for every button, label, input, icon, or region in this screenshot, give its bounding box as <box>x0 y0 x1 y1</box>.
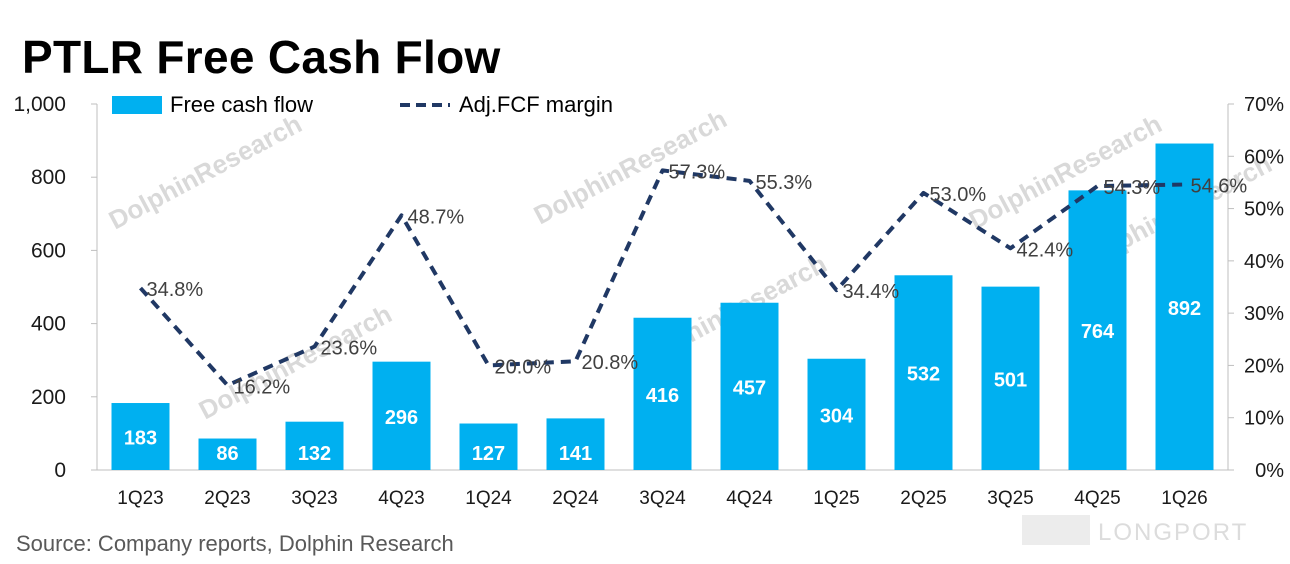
right-tick-label: 20% <box>1244 355 1284 377</box>
legend-bar-swatch <box>112 96 162 114</box>
bar-value-label: 892 <box>1168 298 1201 320</box>
margin-line <box>139 168 1185 388</box>
right-tick-label: 70% <box>1244 94 1284 116</box>
category-label: 1Q24 <box>465 488 512 509</box>
bar-value-label: 416 <box>646 385 679 407</box>
category-label: 2Q25 <box>900 488 946 509</box>
margin-value-label: 54.6% <box>1191 176 1248 198</box>
left-tick-label: 200 <box>31 386 66 409</box>
margin-value-label: 53.0% <box>930 184 987 206</box>
fcf-bar <box>720 302 779 470</box>
bar-value-label: 304 <box>820 405 854 427</box>
margin-value-label: 34.4% <box>843 281 900 303</box>
bar-value-label: 141 <box>559 443 592 465</box>
bar-value-label: 132 <box>298 443 331 465</box>
right-tick-label: 40% <box>1244 251 1284 273</box>
left-tick-label: 800 <box>31 166 66 189</box>
margin-value-label: 42.4% <box>1017 239 1074 261</box>
fcf-bar <box>807 358 866 470</box>
watermark-text: DolphinResearch <box>194 298 397 425</box>
fcf-bar <box>1155 143 1214 470</box>
category-label: 1Q23 <box>117 488 163 509</box>
right-tick-label: 10% <box>1244 408 1284 430</box>
category-label: 3Q24 <box>639 488 686 509</box>
watermark-text: DolphinResearch <box>104 108 307 235</box>
margin-value-label: 57.3% <box>669 161 726 183</box>
margin-value-label: 34.8% <box>147 279 204 301</box>
bar-value-label: 532 <box>907 364 940 386</box>
category-label: 2Q24 <box>552 488 599 509</box>
fcf-bar <box>1068 190 1127 470</box>
left-tick-label: 0 <box>54 459 66 482</box>
bar-value-label: 86 <box>216 443 238 465</box>
right-tick-label: 60% <box>1244 146 1284 168</box>
fcf-bar <box>633 317 692 470</box>
category-label: 3Q25 <box>987 488 1033 509</box>
category-label: 4Q24 <box>726 488 773 509</box>
margin-value-label: 54.3% <box>1104 177 1161 199</box>
fcf-bar <box>111 403 170 470</box>
bar-value-label: 296 <box>385 407 418 429</box>
legend: Free cash flow Adj.FCF margin <box>112 92 613 117</box>
category-label: 2Q23 <box>204 488 250 509</box>
fcf-bar <box>372 361 431 470</box>
source-note: Source: Company reports, Dolphin Researc… <box>16 531 454 556</box>
margin-value-label: 55.3% <box>756 172 813 194</box>
left-tick-label: 1,000 <box>13 93 66 116</box>
chart-title: PTLR Free Cash Flow <box>22 31 501 83</box>
bar-series: 183 86 132 296 127 141 416 457 304 532 501 764 892 <box>111 143 1214 470</box>
fcf-bar <box>894 275 953 470</box>
right-tick-label: 0% <box>1255 460 1284 482</box>
fcf-bar <box>198 438 257 470</box>
fcf-bar <box>285 421 344 470</box>
fcf-bar <box>981 286 1040 470</box>
fcf-bar <box>459 423 518 470</box>
left-tick-label: 400 <box>31 313 66 336</box>
left-tick-label: 600 <box>31 239 66 262</box>
legend-bar-label: Free cash flow <box>170 92 313 117</box>
margin-value-label: 20.0% <box>495 356 552 378</box>
margin-value-label: 20.8% <box>582 352 639 374</box>
longport-logo-mark <box>1022 515 1090 545</box>
right-tick-label: 30% <box>1244 303 1284 325</box>
right-tick-label: 50% <box>1244 199 1284 221</box>
line-series: 34.8% 16.2% 23.6% 48.7% 20.0% 20.8% 57.3% 55.3%… <box>139 161 1248 398</box>
bar-value-label: 501 <box>994 369 1027 391</box>
category-label: 1Q26 <box>1161 488 1207 509</box>
bar-value-label: 183 <box>124 428 157 450</box>
category-label: 1Q25 <box>813 488 859 509</box>
bar-value-label: 127 <box>472 443 505 465</box>
bar-value-label: 457 <box>733 377 766 399</box>
longport-watermark: LONGPORT <box>1098 519 1248 546</box>
axes: 0 200 400 600 800 1,000 0% 10% 20% 30% 40% 50% 60% 70… <box>13 93 1284 509</box>
margin-value-label: 16.2% <box>234 376 291 398</box>
margin-value-label: 23.6% <box>321 338 378 360</box>
category-label: 4Q25 <box>1074 488 1120 509</box>
margin-value-label: 48.7% <box>408 206 465 228</box>
category-label: 4Q23 <box>378 488 424 509</box>
legend-line-label: Adj.FCF margin <box>459 92 613 117</box>
category-label: 3Q23 <box>291 488 337 509</box>
fcf-bar <box>546 418 605 470</box>
bar-value-label: 764 <box>1081 321 1115 343</box>
